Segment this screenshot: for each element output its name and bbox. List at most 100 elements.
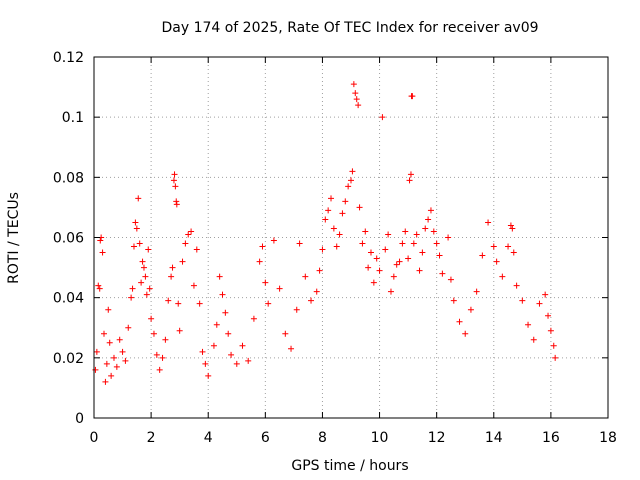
x-tick-label: 0 (90, 430, 99, 446)
data-point (405, 255, 412, 262)
data-point (402, 228, 409, 235)
data-point (210, 342, 217, 349)
data-point (507, 222, 514, 229)
data-point (250, 315, 257, 322)
data-point (172, 183, 179, 190)
data-point (513, 282, 520, 289)
data-point (176, 327, 183, 334)
data-point (262, 279, 269, 286)
data-point (385, 231, 392, 238)
y-tick-label: 0 (75, 411, 84, 427)
data-point (106, 339, 113, 346)
data-point (349, 168, 356, 175)
data-point (350, 81, 357, 88)
data-point (462, 330, 469, 337)
data-point (92, 366, 99, 373)
x-tick-label: 6 (261, 430, 270, 446)
data-point (308, 297, 315, 304)
x-tick-labels: 0 2 4 6 8 10 12 14 16 18 (90, 430, 617, 446)
data-point (143, 291, 150, 298)
chart-title: Day 174 of 2025, Rate Of TEC Index for r… (161, 20, 538, 36)
data-point (169, 264, 176, 271)
data-point (125, 324, 132, 331)
data-point (93, 348, 100, 355)
data-point (393, 261, 400, 268)
y-tick-label: 0.06 (53, 231, 84, 247)
data-point (493, 258, 500, 265)
data-point (259, 243, 266, 250)
data-point (407, 171, 414, 178)
data-point (333, 243, 340, 250)
data-point (100, 330, 107, 337)
data-point (256, 258, 263, 265)
data-point (550, 342, 557, 349)
data-point (132, 219, 139, 226)
data-point (173, 201, 180, 208)
data-point (382, 246, 389, 253)
data-point (276, 285, 283, 292)
data-point (367, 249, 374, 256)
y-axis-label: ROTI / TECUs (6, 192, 22, 284)
data-point (108, 372, 115, 379)
data-point (96, 285, 103, 292)
data-point (473, 288, 480, 295)
data-point (399, 240, 406, 247)
data-point (171, 171, 178, 178)
data-point (188, 228, 195, 235)
data-point (422, 225, 429, 232)
data-point (216, 273, 223, 280)
data-point (219, 291, 226, 298)
data-point (410, 240, 417, 247)
data-point (148, 315, 155, 322)
data-point (355, 102, 362, 109)
data-point (245, 357, 252, 364)
data-point (202, 360, 209, 367)
x-tick-label: 10 (371, 430, 389, 446)
data-point (450, 297, 457, 304)
data-point (136, 240, 143, 247)
data-point (135, 195, 142, 202)
data-point (416, 267, 423, 274)
data-point (499, 273, 506, 280)
data-point (205, 372, 212, 379)
data-point (233, 360, 240, 367)
data-point (103, 360, 110, 367)
data-point (370, 279, 377, 286)
data-point (373, 255, 380, 262)
data-point (130, 243, 137, 250)
data-point (159, 354, 166, 361)
data-point (485, 219, 492, 226)
data-point (387, 288, 394, 295)
data-point (302, 273, 309, 280)
y-tick-label: 0.04 (53, 291, 84, 307)
y-tick-label: 0.1 (62, 110, 84, 126)
data-point (156, 366, 163, 373)
x-tick-label: 18 (599, 430, 617, 446)
data-point (119, 348, 126, 355)
data-point (179, 258, 186, 265)
data-point (406, 177, 413, 184)
data-point (140, 264, 147, 271)
data-point (542, 291, 549, 298)
x-tick-label: 4 (204, 430, 213, 446)
data-point (348, 177, 354, 184)
data-point (445, 234, 452, 241)
data-point (170, 177, 177, 184)
data-point (199, 348, 206, 355)
data-point (376, 267, 383, 274)
data-point (175, 300, 182, 307)
data-point (133, 225, 140, 232)
y-tick-label: 0.12 (53, 50, 84, 66)
y-tick-label: 0.08 (53, 170, 84, 186)
data-point (293, 306, 300, 313)
data-point (95, 282, 102, 289)
data-point (419, 249, 426, 256)
data-point (436, 252, 443, 259)
data-point (110, 354, 117, 361)
data-point (362, 228, 369, 235)
data-point (282, 330, 289, 337)
data-point (328, 195, 335, 202)
data-point (433, 240, 440, 247)
data-point (519, 297, 526, 304)
data-point (456, 318, 463, 325)
